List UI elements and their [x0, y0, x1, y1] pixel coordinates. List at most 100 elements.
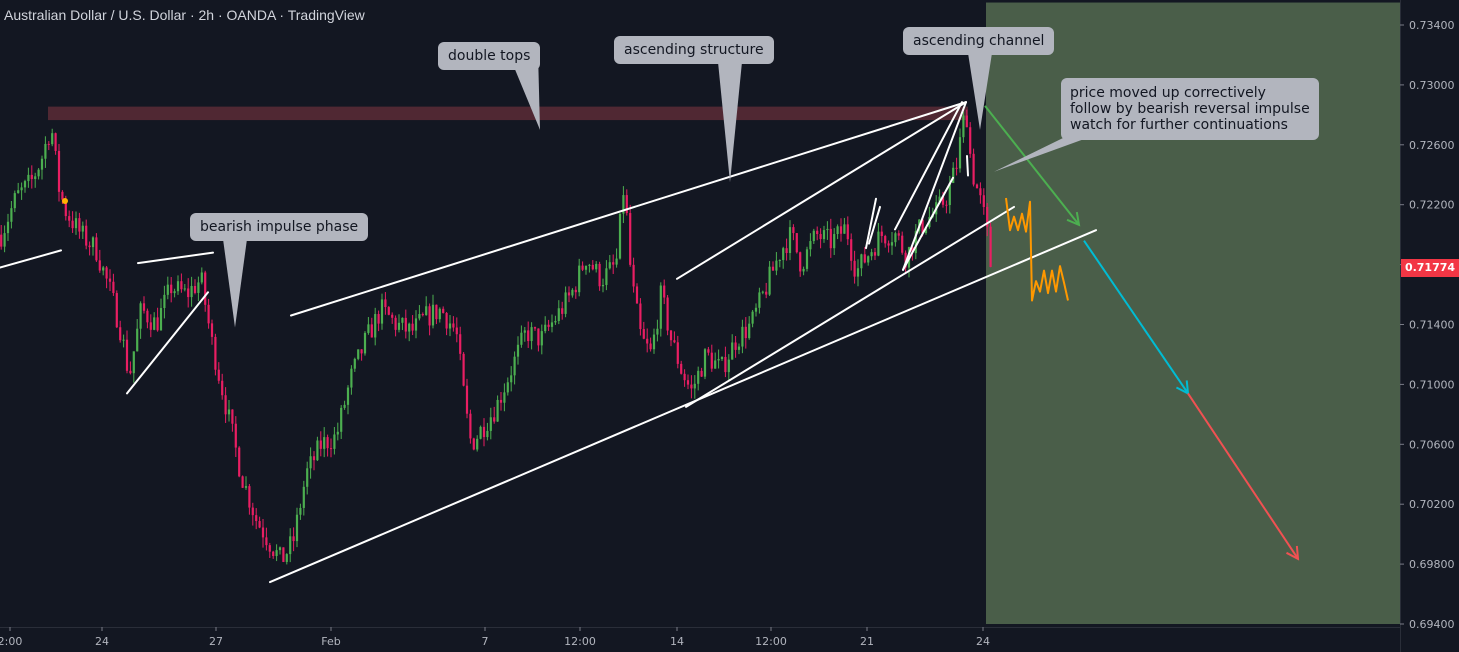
candle-body — [74, 218, 78, 229]
orange-projection-path[interactable] — [1005, 197, 1069, 302]
candle-body — [64, 199, 67, 217]
candle-body — [34, 176, 37, 180]
candle-body — [707, 349, 710, 353]
candle-body — [102, 267, 105, 271]
candle-body — [608, 262, 611, 269]
candle-body — [187, 288, 190, 298]
callout-bearish-impulse-pointer — [223, 239, 247, 328]
candle-body — [965, 115, 968, 128]
x-tick-label: 24 — [95, 635, 109, 648]
callout-bearish-impulse[interactable]: bearish impulse phase — [190, 213, 369, 241]
candle-body — [3, 233, 6, 247]
y-tick-label: 0.73000 — [1409, 79, 1455, 92]
candle-body — [564, 292, 567, 314]
cyan-arrow-shaft[interactable] — [1083, 240, 1189, 394]
callout-price-moved-pointer — [994, 138, 1087, 172]
red-arrow-shaft[interactable] — [1187, 392, 1299, 560]
flag-lower-line[interactable] — [126, 291, 209, 395]
callout-ascending-channel[interactable]: ascending channel — [903, 27, 1055, 55]
candle-body — [979, 188, 982, 196]
candle-body — [527, 330, 530, 342]
candle-body — [6, 221, 10, 234]
inner-channel-lower-line[interactable] — [685, 205, 1015, 408]
candle-body — [493, 417, 496, 422]
candle-body — [153, 317, 156, 330]
y-tick-label: 0.70200 — [1409, 498, 1455, 511]
candle-body — [408, 323, 411, 332]
candle-body — [795, 233, 798, 253]
inner-channel-upper-line[interactable] — [676, 101, 967, 280]
candle-body — [982, 195, 985, 207]
candle-body — [278, 547, 282, 551]
candle-body — [550, 322, 554, 327]
candle-body — [40, 158, 44, 170]
candle-body — [166, 284, 169, 295]
candle-body — [214, 336, 217, 370]
channel-lower-line[interactable] — [269, 229, 1097, 584]
candle-body — [13, 193, 16, 209]
candle-body — [299, 507, 302, 515]
candle-body — [472, 438, 475, 450]
candle-body — [520, 332, 523, 345]
candle-body — [945, 204, 948, 206]
candle-body — [360, 349, 363, 354]
candle-body — [401, 317, 404, 323]
candle-body — [972, 153, 975, 185]
candle-body — [57, 150, 61, 192]
candle-body — [615, 258, 618, 265]
candle-body — [112, 281, 115, 294]
candle-body — [595, 263, 598, 270]
channel-upper-line[interactable] — [290, 101, 967, 317]
candle-body — [812, 230, 815, 242]
x-tick-label: 14 — [670, 635, 684, 648]
candle-body — [758, 292, 761, 308]
candle-body — [680, 363, 683, 374]
left-support-line[interactable] — [0, 249, 62, 269]
candle-body — [465, 385, 469, 414]
x-tick-label: 12:00 — [755, 635, 787, 648]
flag-upper-line[interactable] — [137, 251, 214, 265]
candle-body — [544, 324, 547, 332]
callout-double-tops[interactable]: double tops — [438, 42, 541, 70]
callout-price-moved[interactable]: price moved up correctively follow by bea… — [1061, 78, 1319, 140]
candle-body — [557, 308, 560, 321]
candle-body — [285, 554, 288, 562]
y-tick-label: 0.72600 — [1409, 139, 1455, 152]
candle-body — [312, 456, 316, 461]
candle-body — [816, 230, 819, 235]
candle-body — [618, 213, 622, 259]
x-tick-label: Feb — [321, 635, 340, 648]
rising-leg-line[interactable] — [894, 101, 963, 231]
candle-body — [530, 327, 533, 342]
small-line-1[interactable] — [865, 197, 877, 250]
candle-body — [115, 293, 118, 328]
candle-body — [173, 291, 176, 294]
candle-body — [955, 167, 958, 169]
candle-body — [731, 342, 734, 360]
candle-body — [574, 289, 577, 293]
candle-body — [523, 330, 526, 333]
last-price-tag: 0.71774 — [1401, 259, 1459, 278]
candle-body — [768, 266, 771, 295]
arrows-layer — [984, 105, 1300, 561]
candle-body — [176, 281, 180, 292]
candle-body — [204, 272, 207, 305]
callout-ascending-structure[interactable]: ascending structure — [614, 36, 774, 64]
green-arrow-shaft[interactable] — [984, 105, 1080, 226]
candle-body — [683, 373, 686, 381]
small-line-2[interactable] — [868, 205, 881, 245]
candle-body — [714, 360, 717, 369]
candle-body — [554, 320, 557, 323]
candle-body — [23, 181, 27, 188]
candle-body — [897, 233, 900, 236]
peak-drop-line[interactable] — [966, 155, 969, 177]
candle-body — [316, 440, 319, 461]
candle-body — [537, 328, 540, 346]
candle-body — [856, 268, 860, 277]
rally-line[interactable] — [902, 176, 954, 271]
candle-body — [652, 334, 656, 350]
candle-body — [200, 272, 203, 283]
candle-body — [0, 234, 3, 247]
wedge-line[interactable] — [902, 101, 967, 271]
